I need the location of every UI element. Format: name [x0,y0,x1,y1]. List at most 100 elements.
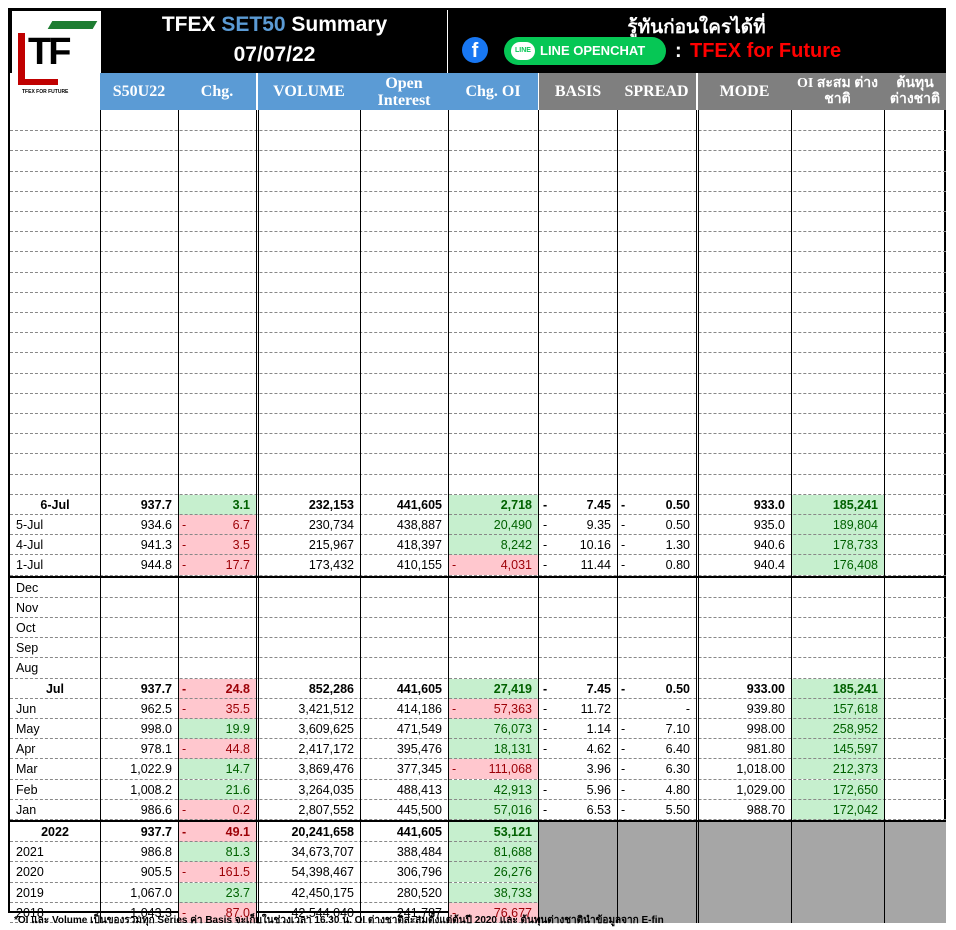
table-row: 6-Jul 937.7 3.1 232,153 441,605 2,718-7.45-0.… [10,494,946,515]
volume-cell: 2,807,552 [298,802,354,817]
value: 35.5 [225,701,250,716]
spread-cell: - 4.80 [617,780,696,800]
row-divider [10,231,946,233]
volume-cell: 3,609,625 [298,722,354,736]
brand-colon: : [675,40,682,62]
column-header: BASIS [539,73,617,110]
open-interest-cell: 241,787 [396,905,442,920]
spread-cell: - 6.30 [617,759,696,779]
price-cell: 905.5 [140,865,172,880]
sign: - [452,701,457,716]
sign: - [182,865,187,880]
value: 53,121 [493,825,532,839]
value: 6.7 [232,518,250,532]
table-row [10,313,946,333]
logo-caption: TFEX FOR FUTURE [22,89,69,95]
sign: - [543,701,548,716]
column-header: Open Interest [360,73,448,110]
column-divider [696,110,697,923]
foreign-oi-cell: 189,804 [791,515,884,535]
change-oi-cell: - 57,363 [448,698,538,719]
foreign-oi-cell: 212,373 [791,759,884,780]
value: 5.96 [586,782,611,797]
spread-cell: - 0.80 [617,555,696,575]
row-label: 1-Jul [16,558,44,573]
sign: - [543,558,548,573]
table-row: 4-Jul 941.3-3.5 215,967 418,397 8,242-10.16-… [10,535,946,556]
table-row: Jun 962.5-35.5 3,421,512 414,186-57,363-11.… [10,698,946,719]
volume-cell: 42,450,175 [291,885,354,900]
volume-cell: 34,673,707 [291,845,354,860]
change-cell: - 0.2 [178,799,256,820]
value: 24.8 [225,681,250,696]
change-cell: 3.1 [178,494,256,515]
foreign-oi-cell: 176,408 [791,555,884,576]
price-cell: 986.6 [140,802,172,817]
row-divider [10,819,946,820]
sign: - [621,722,626,736]
change-oi-cell: 53,121 [448,822,538,842]
value: 87.0 [225,905,250,920]
sign: - [182,681,187,696]
value: 20,490 [493,518,532,532]
facebook-icon[interactable]: f [462,37,488,63]
column-divider [100,110,101,923]
spread-cell: - 1.30 [617,535,696,555]
slogan: รู้ทันก่อนใครได้ที่ [627,17,766,38]
volume-cell: 54,398,467 [291,865,354,880]
change-cell: - 6.7 [178,515,256,535]
sign: - [621,762,626,777]
value: 0.50 [665,518,690,532]
summary-sheet: TFEX SET50 Summary 07/07/22 รู้ทันก่อนใค… [8,8,946,923]
value: 81,688 [493,845,532,860]
row-divider [10,312,946,313]
value: 21.6 [225,782,250,797]
table-row: Feb 1,008.2 21.6 3,264,035 488,413 42,913-5.9… [10,779,946,800]
sign: - [621,802,626,817]
change-cell: - 87.0 [178,902,256,923]
row-divider [10,190,946,192]
foreign-oi-cell: 258,952 [791,719,884,739]
price-cell: 978.1 [140,742,172,757]
value: 4.62 [586,742,611,757]
table-row [10,414,946,434]
sign: - [621,742,626,757]
row-divider [10,596,946,598]
logo-arrow-green [47,21,98,29]
open-interest-cell: 418,397 [396,538,442,553]
basis-cell: - 7.45 [539,495,617,515]
change-oi-cell: 57,016 [448,799,538,820]
row-divider [10,841,946,843]
basis-cell: 3.96 [539,759,617,779]
month-label: Dec [16,580,39,595]
change-cell: - 44.8 [178,739,256,760]
open-interest-cell: 388,484 [396,845,442,860]
row-divider [10,473,946,475]
table-row: Apr 978.1-44.8 2,417,172 395,476 18,131-4.62… [10,739,946,760]
value: 3.96 [586,762,611,777]
row-divider [10,738,946,740]
price-cell: 1,067.0 [130,885,172,900]
change-oi-cell: - 111,068 [448,759,538,780]
month-label: Aug [16,661,39,676]
row-divider [10,534,946,536]
table-row [10,434,946,454]
row-label: 2019 [16,885,44,900]
value: 7.45 [586,497,611,512]
change-cell: 14.7 [178,759,256,780]
row-divider [10,170,946,172]
table-row: Dec [10,578,946,598]
volume-cell: 3,264,035 [298,782,354,797]
spread-cell: - 0.50 [617,495,696,515]
row-divider [10,493,946,495]
change-cell: 81.3 [178,842,256,863]
sign: - [182,558,187,573]
line-openchat-button[interactable]: LINE LINE OPENCHAT [504,37,666,65]
sign: - [452,762,457,777]
row-divider [10,150,946,152]
column-header: S50U22 [100,73,178,110]
row-divider [10,657,946,659]
value: 57,016 [493,802,532,817]
mode-cell: 998.00 [746,722,785,736]
row-divider [10,453,946,455]
